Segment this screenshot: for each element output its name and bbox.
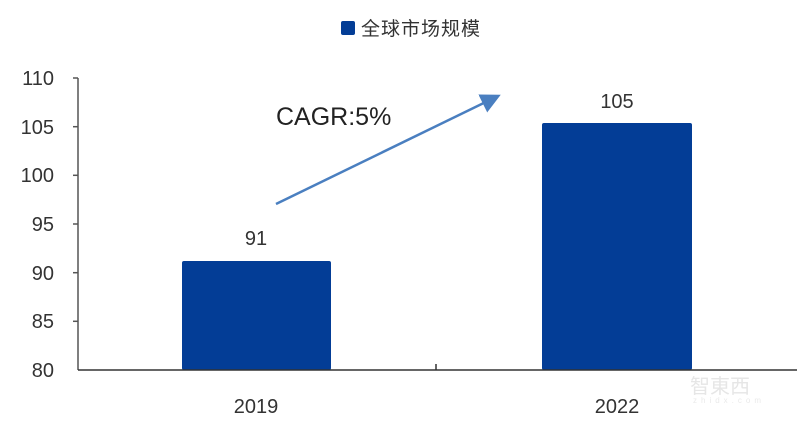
legend-swatch <box>341 20 355 35</box>
cagr-label: CAGR:5% <box>276 103 391 131</box>
svg-text:2019: 2019 <box>234 396 279 418</box>
chart-legend: 全球市场规模 <box>341 14 481 41</box>
svg-text:90: 90 <box>32 263 54 285</box>
svg-text:110: 110 <box>22 68 54 90</box>
x-tick-labels: 2019 2022 <box>234 396 640 418</box>
svg-text:85: 85 <box>32 311 54 333</box>
svg-text:91: 91 <box>245 228 267 250</box>
y-tick-labels: 110 105 100 95 90 85 80 <box>21 68 54 382</box>
svg-text:2022: 2022 <box>595 396 640 418</box>
svg-text:100: 100 <box>21 165 54 187</box>
data-labels: 91 105 <box>245 91 634 250</box>
y-ticks <box>73 77 78 323</box>
bar-2022 <box>542 123 692 370</box>
legend-label: 全球市场规模 <box>361 18 482 40</box>
bar-2019 <box>182 261 331 370</box>
watermark-url: zhidx.com <box>693 396 766 405</box>
svg-text:95: 95 <box>32 214 54 236</box>
watermark-logo: 智東西 <box>690 374 750 398</box>
cagr-arrow <box>275 94 501 206</box>
svg-text:105: 105 <box>21 117 54 139</box>
svg-text:105: 105 <box>600 91 633 113</box>
svg-text:80: 80 <box>32 360 54 382</box>
